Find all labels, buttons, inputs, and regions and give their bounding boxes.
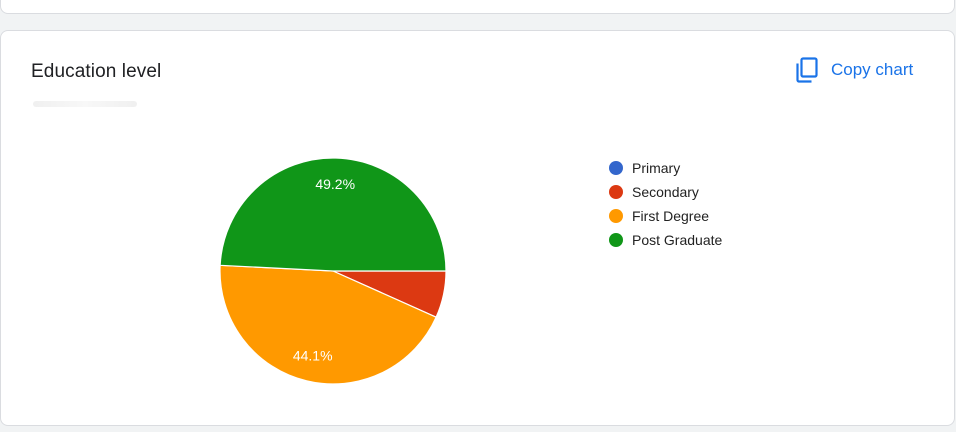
pie-slice-first-degree[interactable] (219, 264, 437, 385)
pie-chart: 44.1% 49.2% (219, 157, 447, 385)
copy-chart-button[interactable]: Copy chart (795, 55, 913, 85)
previous-card (0, 0, 955, 14)
copy-icon (795, 57, 819, 83)
chart-card: Education level Copy chart 44.1% 49.2% Pr… (0, 30, 955, 426)
legend-item-secondary[interactable]: Secondary (609, 180, 722, 204)
legend-label: Secondary (632, 184, 699, 200)
legend-swatch-icon (609, 209, 623, 223)
chart-legend: Primary Secondary First Degree Post Graduat… (609, 156, 722, 252)
legend-swatch-icon (609, 185, 623, 199)
response-count-blurred (33, 101, 137, 107)
legend-label: Post Graduate (632, 232, 723, 248)
legend-label: First Degree (632, 208, 710, 224)
legend-item-post-graduate[interactable]: Post Graduate (609, 228, 722, 252)
legend-item-first-degree[interactable]: First Degree (609, 204, 722, 228)
copy-chart-label: Copy chart (831, 60, 914, 79)
legend-label: Primary (632, 160, 681, 176)
pie-data-label: 44.1% (293, 348, 333, 364)
chart-title: Education level (31, 61, 162, 82)
pie-slice-post-graduate[interactable] (219, 157, 447, 272)
legend-item-primary[interactable]: Primary (609, 156, 722, 180)
pie-data-label: 49.2% (315, 176, 355, 192)
legend-swatch-icon (609, 161, 623, 175)
legend-swatch-icon (609, 233, 623, 247)
